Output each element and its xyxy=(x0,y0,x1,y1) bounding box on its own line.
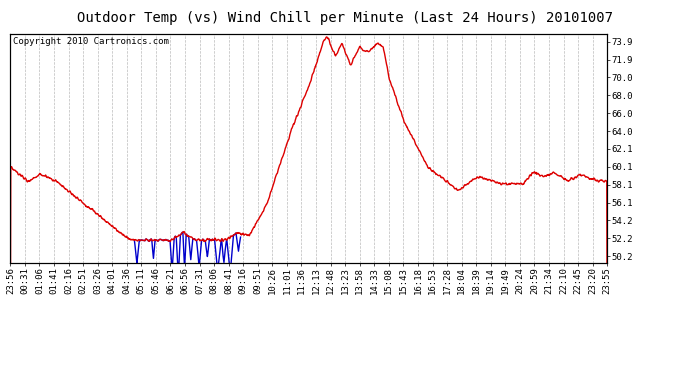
Text: Outdoor Temp (vs) Wind Chill per Minute (Last 24 Hours) 20101007: Outdoor Temp (vs) Wind Chill per Minute … xyxy=(77,11,613,25)
Text: Copyright 2010 Cartronics.com: Copyright 2010 Cartronics.com xyxy=(13,37,169,46)
